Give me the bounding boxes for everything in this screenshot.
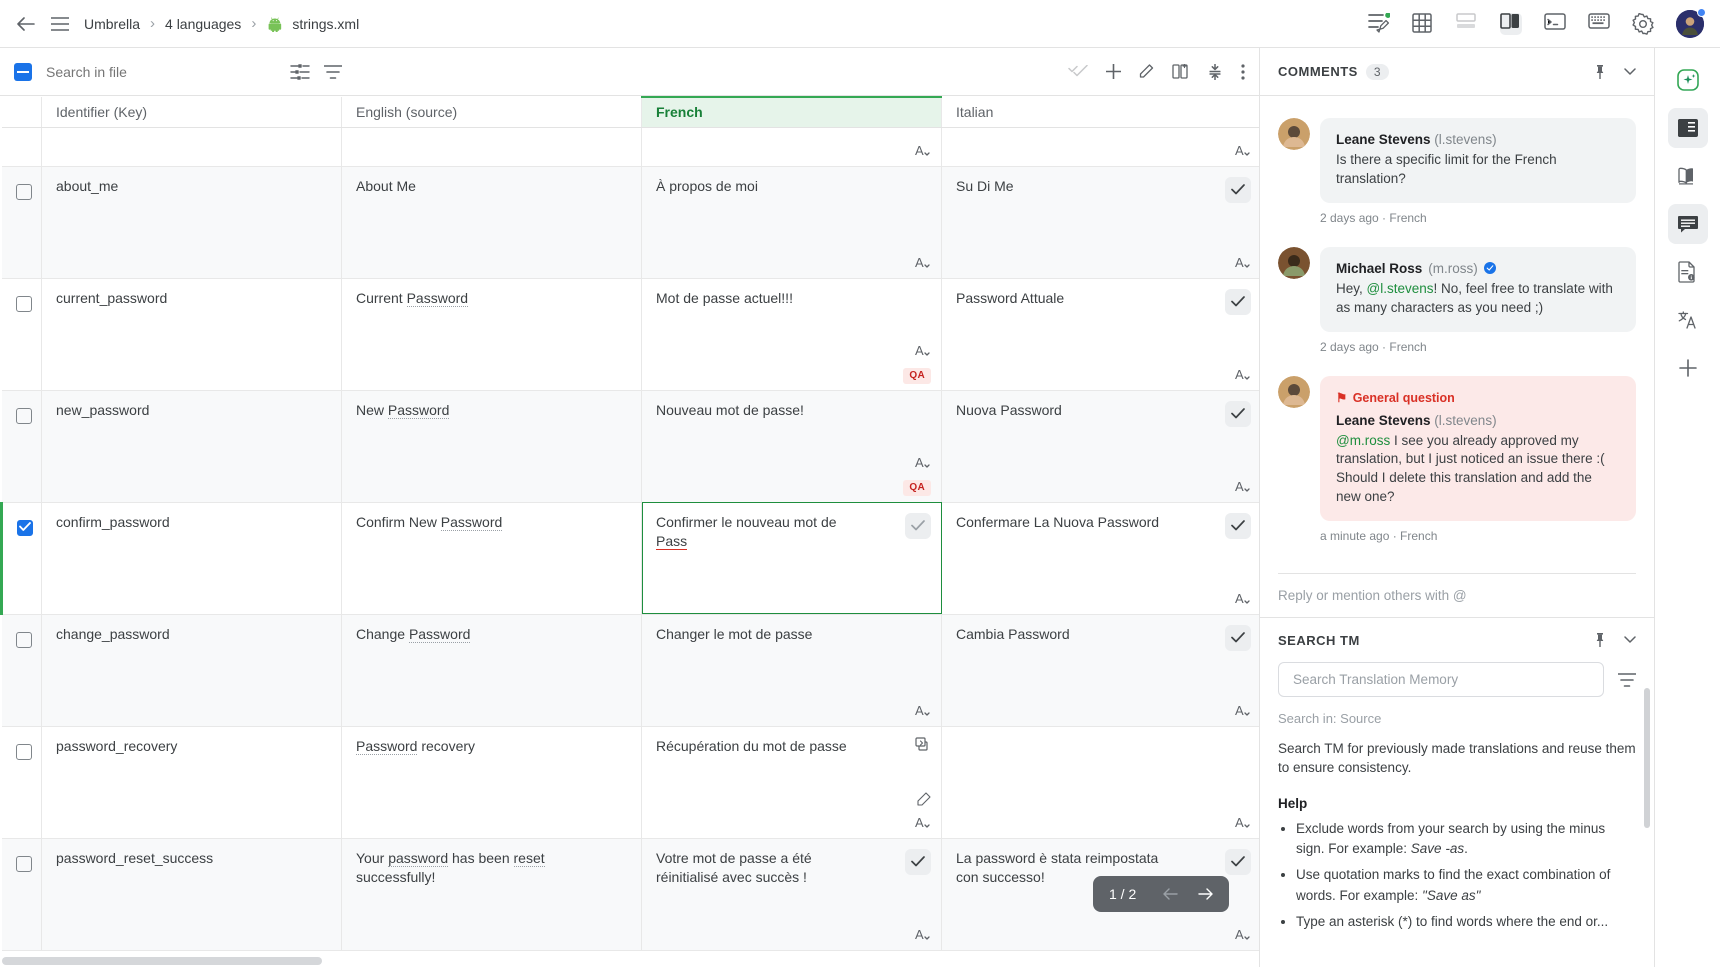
svg-text:A: A xyxy=(915,144,924,158)
svg-text:A: A xyxy=(915,256,924,270)
svg-text:A: A xyxy=(1235,368,1244,382)
svg-text:A: A xyxy=(915,704,924,718)
svg-text:A: A xyxy=(915,456,924,470)
svg-text:A: A xyxy=(1235,480,1244,494)
svg-text:A: A xyxy=(915,816,924,830)
svg-text:A: A xyxy=(1235,256,1244,270)
svg-text:A: A xyxy=(1235,704,1244,718)
svg-text:A: A xyxy=(915,344,924,358)
svg-text:A: A xyxy=(1235,592,1244,606)
svg-text:A: A xyxy=(1235,816,1244,830)
svg-text:A: A xyxy=(1235,144,1244,158)
svg-text:A: A xyxy=(1235,928,1244,942)
svg-text:A: A xyxy=(915,928,924,942)
